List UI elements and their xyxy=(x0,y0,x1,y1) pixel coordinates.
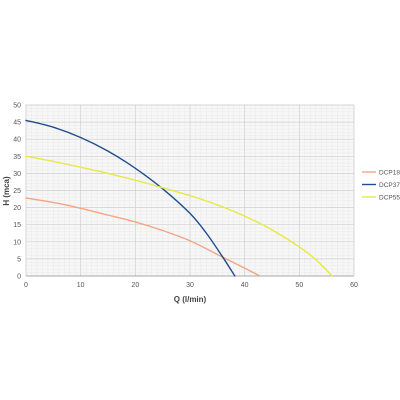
x-tick-label: 0 xyxy=(24,282,28,289)
x-tick-label: 60 xyxy=(350,282,358,289)
x-tick-label: 50 xyxy=(295,282,303,289)
y-tick-label: 10 xyxy=(13,239,21,246)
y-tick-label: 25 xyxy=(13,188,21,195)
y-tick-label: 40 xyxy=(13,137,21,144)
axes: 0 10 20 30 40 50 60 0 5 10 15 20 25 30 35 40 45 50 xyxy=(13,103,358,290)
series-lines xyxy=(25,119,333,277)
y-tick-label: 20 xyxy=(13,205,21,212)
x-tick-label: 10 xyxy=(77,282,85,289)
series-line-dcp55 xyxy=(25,155,333,277)
y-tick-label: 15 xyxy=(13,222,21,229)
y-tick-label: 35 xyxy=(13,154,21,161)
y-tick-label: 0 xyxy=(17,274,21,281)
x-tick-label: 40 xyxy=(241,282,249,289)
y-tick-label: 45 xyxy=(13,120,21,127)
x-axis-title: Q (l/min) xyxy=(174,295,207,304)
series-line-dcp37 xyxy=(25,119,236,277)
y-axis-title: H (mca) xyxy=(2,176,11,206)
y-tick-label: 30 xyxy=(13,171,21,178)
series-line-dcp18 xyxy=(25,197,261,277)
y-tick-label: 50 xyxy=(13,103,21,110)
y-tick-label: 5 xyxy=(17,256,21,263)
legend-label-dcp37: DCP37 xyxy=(379,182,400,189)
x-tick-label: 30 xyxy=(186,282,194,289)
legend-label-dcp55: DCP55 xyxy=(379,194,400,201)
grid xyxy=(25,104,355,277)
x-tick-label: 20 xyxy=(131,282,139,289)
legend: DCP18 DCP37 DCP55 xyxy=(362,169,400,201)
legend-label-dcp18: DCP18 xyxy=(379,169,400,176)
